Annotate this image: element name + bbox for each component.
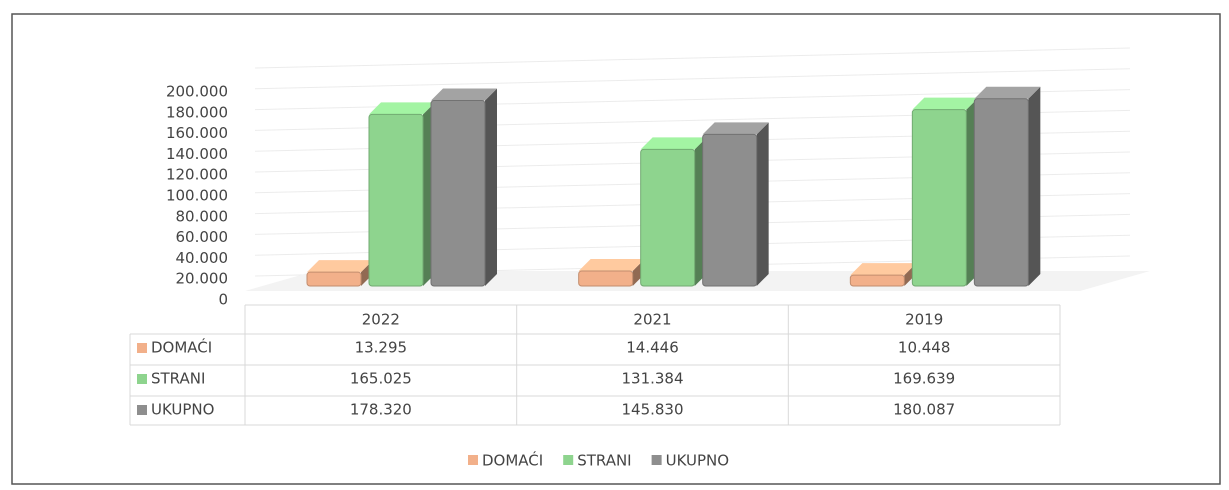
bar-top	[431, 88, 497, 101]
table-row-label: DOMAĆI	[151, 338, 212, 357]
bar-top	[702, 122, 769, 135]
bar	[578, 270, 634, 287]
table-key	[137, 374, 147, 384]
legend-label: STRANI	[577, 452, 631, 470]
grid-line	[254, 68, 1131, 90]
table-value: 178.320	[350, 401, 412, 419]
bar-side	[756, 122, 769, 287]
bar-top	[578, 258, 645, 271]
bar	[849, 274, 905, 287]
legend-key	[651, 455, 662, 465]
y-tick-label: 140.000	[166, 145, 228, 163]
y-tick-label: 160.000	[166, 124, 228, 142]
table-value: 10.448	[898, 339, 951, 357]
table-value: 145.830	[621, 401, 683, 419]
bar	[368, 113, 424, 287]
table-row-label: STRANI	[151, 370, 205, 388]
y-tick-label: 0	[218, 291, 228, 309]
x-tick-label: 2019	[905, 311, 943, 329]
y-tick-label: 120.000	[166, 166, 228, 184]
bar-top	[369, 102, 435, 115]
table-value: 14.446	[626, 339, 679, 357]
bar-top	[974, 86, 1041, 99]
legend-label: DOMAĆI	[482, 451, 543, 470]
x-tick-label: 2022	[362, 311, 400, 329]
table-value: 165.025	[350, 370, 412, 388]
table-value: 180.087	[893, 401, 955, 419]
bar-side	[1028, 86, 1041, 286]
legend-label: UKUPNO	[666, 452, 729, 470]
y-tick-label: 100.000	[166, 187, 228, 205]
legend-key	[468, 455, 478, 465]
grid-line	[254, 47, 1131, 69]
bar	[911, 109, 967, 287]
table-key	[137, 405, 147, 415]
bar-side	[485, 88, 497, 286]
bar	[306, 271, 362, 287]
bar	[430, 100, 486, 287]
bar-top	[850, 263, 917, 276]
x-tick-label: 2021	[633, 311, 671, 329]
legend-key	[563, 455, 574, 465]
table-value: 13.295	[355, 339, 408, 357]
bar	[640, 148, 696, 287]
y-tick-label: 180.000	[166, 103, 228, 121]
bar-top	[912, 97, 979, 110]
table-row-label: UKUPNO	[151, 401, 214, 419]
bar-top	[640, 137, 707, 150]
bar	[702, 133, 758, 287]
table-value: 169.639	[893, 370, 955, 388]
y-tick-label: 80.000	[176, 207, 229, 225]
y-tick-label: 60.000	[176, 228, 229, 246]
table-key	[137, 343, 147, 353]
y-tick-label: 40.000	[176, 249, 229, 267]
table-value: 131.384	[621, 370, 683, 388]
bar-top	[307, 260, 373, 273]
bar	[973, 98, 1029, 287]
y-tick-label: 20.000	[176, 270, 229, 288]
y-tick-label: 200.000	[166, 83, 228, 101]
